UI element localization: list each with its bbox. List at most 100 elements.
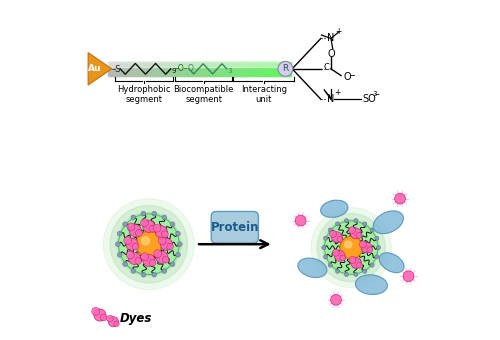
Text: –: – [375,89,380,100]
Circle shape [155,226,168,238]
Bar [240,62,242,75]
Bar [195,62,197,75]
Bar [144,62,146,75]
Circle shape [143,254,155,267]
Circle shape [376,245,380,250]
Circle shape [154,250,162,258]
Circle shape [374,255,379,259]
Circle shape [278,62,293,76]
Bar [236,62,238,75]
Text: Au: Au [88,64,102,73]
Bar [264,62,267,75]
Circle shape [160,238,172,250]
Circle shape [170,222,175,226]
Ellipse shape [356,275,388,294]
Circle shape [311,207,391,288]
Circle shape [330,294,342,305]
Bar [124,62,126,75]
Circle shape [158,237,166,244]
Bar [283,62,285,75]
Bar [210,62,212,75]
Circle shape [124,237,132,244]
Text: 3: 3 [228,68,232,74]
Circle shape [141,272,146,277]
Bar [224,62,226,75]
Circle shape [360,241,366,248]
Bar [278,62,280,75]
Bar [162,62,164,75]
Bar [119,62,121,75]
Bar [160,62,162,75]
Bar [112,62,114,75]
Circle shape [348,227,356,234]
Circle shape [162,231,168,238]
Bar [125,62,128,75]
Circle shape [362,269,367,273]
Circle shape [374,236,379,240]
Circle shape [176,231,180,236]
Circle shape [104,199,194,290]
Bar [146,62,148,75]
Circle shape [330,231,336,237]
Bar [108,62,110,75]
Circle shape [140,219,148,227]
Bar [110,62,112,75]
Circle shape [114,321,119,326]
Bar [150,62,152,75]
Bar [214,62,217,75]
Bar [256,62,258,75]
Bar [169,62,172,75]
Bar [212,62,214,75]
Circle shape [129,224,141,237]
Bar [188,62,190,75]
Bar [220,62,223,75]
Bar [190,62,192,75]
Bar [158,62,160,75]
Text: N: N [327,94,334,104]
Bar [157,62,159,75]
Bar [208,62,210,75]
Circle shape [116,242,120,246]
Circle shape [367,247,372,253]
Circle shape [336,269,340,273]
Circle shape [324,236,328,240]
Bar [182,62,185,75]
Bar [239,62,241,75]
Bar [242,62,244,75]
Bar [272,62,274,75]
Bar [234,62,236,75]
Bar [226,62,229,75]
Bar [219,62,222,75]
Bar [130,62,132,75]
Bar [178,62,180,75]
Circle shape [110,205,188,283]
Bar [156,62,158,75]
Circle shape [356,262,362,268]
Circle shape [166,243,173,250]
Bar [175,62,178,75]
Circle shape [351,258,362,268]
Ellipse shape [298,258,327,277]
Bar [163,62,165,75]
Bar [225,62,228,75]
Bar [274,62,276,75]
Bar [152,62,154,75]
Bar [120,62,122,75]
Circle shape [143,220,155,232]
Text: +: + [334,88,340,97]
Circle shape [350,228,361,239]
Circle shape [156,251,168,264]
Bar [128,62,130,75]
Bar [280,62,282,75]
Bar [186,62,188,75]
Bar [258,62,261,75]
Bar [181,62,184,75]
Circle shape [126,251,134,259]
Circle shape [149,259,156,266]
Bar [118,62,120,75]
Text: Protein: Protein [210,221,259,234]
Bar [132,62,135,75]
Bar [184,62,186,75]
Bar [276,62,278,75]
Circle shape [362,222,367,226]
